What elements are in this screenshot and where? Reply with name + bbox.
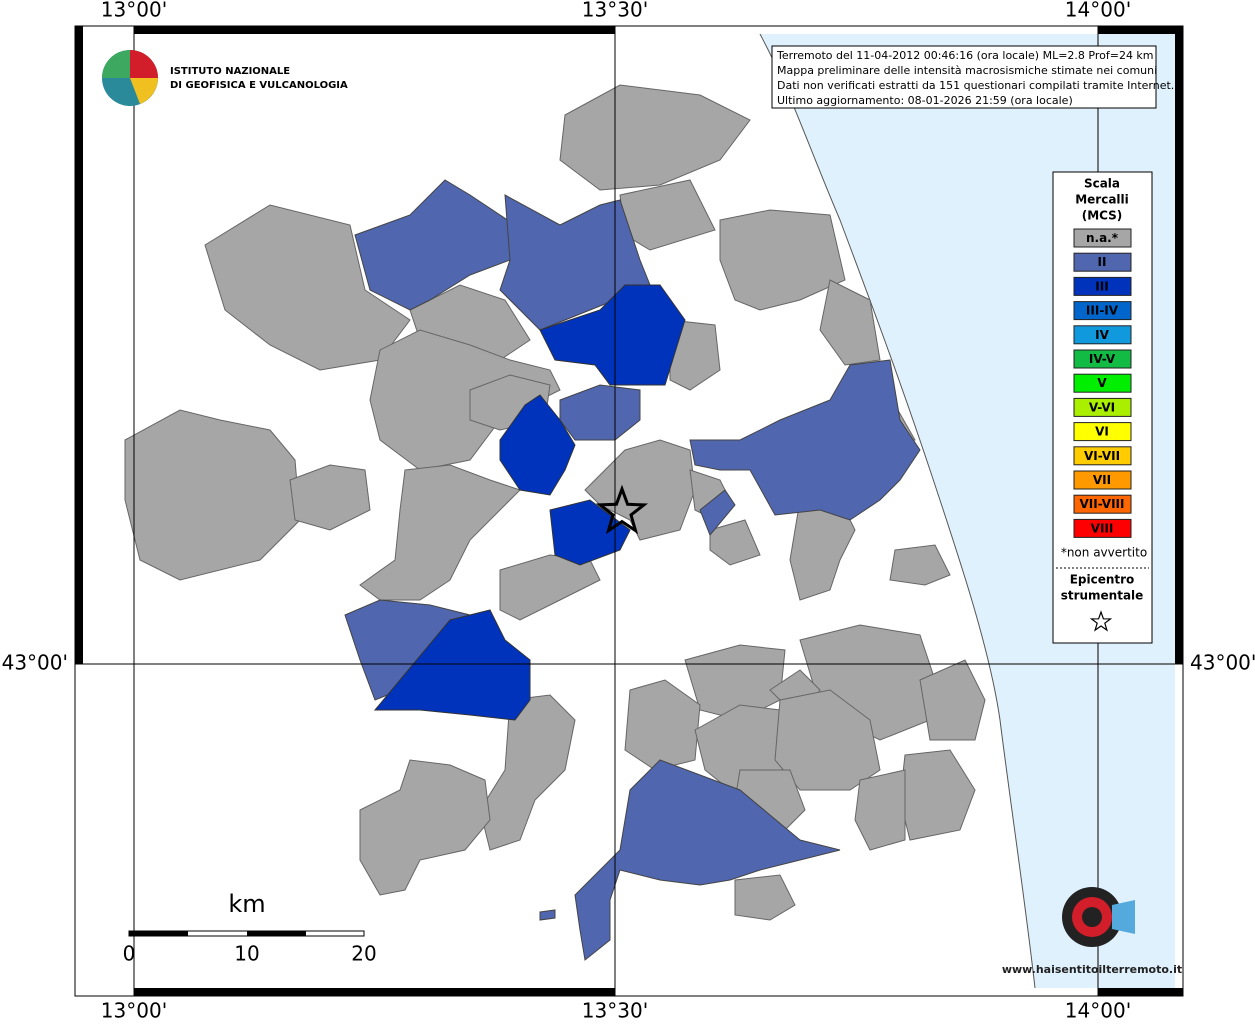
legend-label: VII — [1093, 473, 1111, 487]
lon-label: 13°30' — [582, 0, 648, 22]
info-line: Dati non verificati estratti da 151 ques… — [777, 79, 1174, 92]
legend-label: n.a.* — [1086, 231, 1119, 245]
legend-label: III — [1095, 279, 1108, 293]
lat-label: 43°00' — [2, 651, 68, 675]
lon-label: 13°00' — [101, 999, 167, 1023]
lon-label: 13°00' — [101, 0, 167, 22]
legend-label: V — [1097, 376, 1107, 390]
legend-title: Mercalli — [1075, 193, 1129, 207]
legend-label: VIII — [1091, 521, 1114, 535]
legend-title: Scala — [1084, 177, 1120, 191]
legend-swatch — [1073, 397, 1132, 417]
scale-unit: km — [228, 890, 265, 918]
legend-note: *non avvertito — [1061, 546, 1147, 560]
legend-label: II — [1098, 255, 1107, 269]
legend-swatch — [1073, 470, 1132, 490]
legend-swatch — [1073, 494, 1132, 514]
municipalities-ii — [344, 179, 921, 961]
legend-swatch — [1073, 518, 1132, 538]
legend-label: V-VI — [1089, 400, 1115, 414]
legend-swatch — [1073, 276, 1132, 296]
legend-label: III-IV — [1086, 304, 1119, 318]
legend-swatch — [1073, 373, 1132, 393]
legend-label: VI — [1095, 425, 1109, 439]
municipalities-iii — [373, 284, 686, 721]
legend-swatch — [1073, 349, 1132, 369]
frame-bars — [75, 26, 1183, 996]
legend-epicentre: Epicentro — [1070, 573, 1135, 587]
municipalities-na — [124, 84, 986, 921]
legend-swatch — [1073, 228, 1132, 248]
hsit-text: www.haisentitoilterremoto.it — [1002, 963, 1182, 976]
scale-label: 10 — [234, 942, 259, 966]
hsit-logo: www.haisentitoilterremoto.it — [1002, 887, 1182, 976]
legend-label: IV — [1095, 328, 1109, 342]
lon-label: 13°30' — [582, 999, 648, 1023]
ingv-logo: ISTITUTO NAZIONALE DI GEOFISICA E VULCAN… — [102, 50, 348, 106]
legend-swatch — [1073, 325, 1132, 345]
legend-star — [1089, 610, 1113, 632]
lon-label: 14°00' — [1065, 0, 1131, 22]
scale-bar: km 0 10 20 — [123, 890, 377, 966]
info-line: Mappa preliminare delle intensità macros… — [777, 64, 1157, 77]
logo-text: ISTITUTO NAZIONALE — [170, 66, 290, 77]
legend-swatch — [1073, 446, 1132, 466]
epicentre — [595, 484, 649, 535]
info-line: Terremoto del 11-04-2012 00:46:16 (ora l… — [776, 49, 1154, 62]
legend-label: IV-V — [1089, 352, 1116, 366]
info-line: Ultimo aggiornamento: 08-01-2026 21:59 (… — [777, 94, 1073, 107]
scale-label: 20 — [351, 942, 376, 966]
coastline — [759, 33, 1036, 989]
logo-text: DI GEOFISICA E VULCANOLOGIA — [170, 80, 348, 91]
scale-label: 0 — [123, 942, 136, 966]
lon-label: 14°00' — [1065, 999, 1131, 1023]
legend-swatch — [1073, 301, 1132, 321]
legend-label: VI-VII — [1084, 449, 1120, 463]
legend-label: VII-VIII — [1079, 497, 1124, 511]
info-box — [771, 45, 1157, 109]
legend-swatch — [1073, 252, 1132, 272]
lat-label: 43°00' — [1190, 651, 1255, 675]
legend-title: (MCS) — [1082, 209, 1123, 223]
legend-swatch — [1073, 422, 1132, 442]
legend-epicentre: strumentale — [1061, 589, 1144, 603]
